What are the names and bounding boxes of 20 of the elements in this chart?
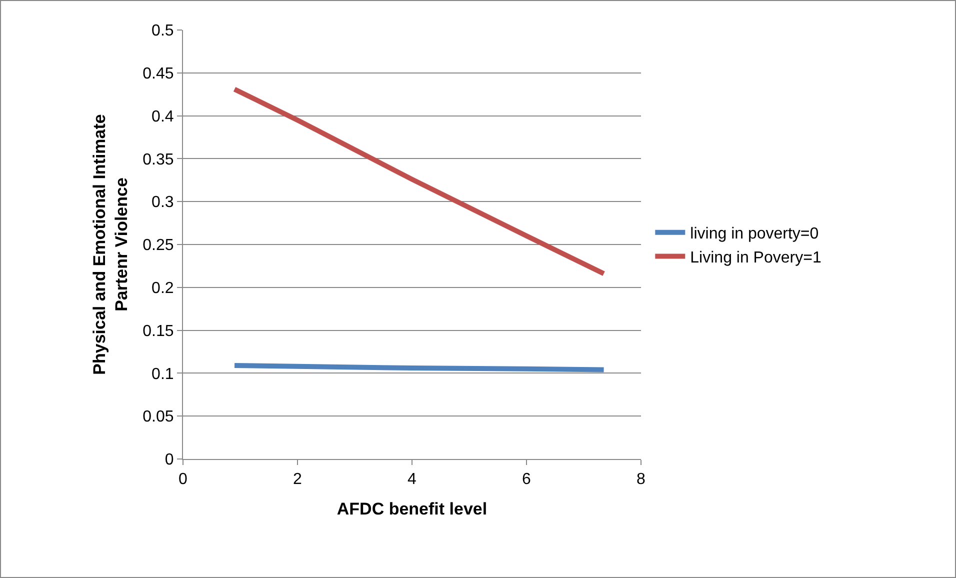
y-tick-label: 0.35: [142, 151, 174, 168]
x-axis-title: AFDC benefit level: [336, 500, 488, 519]
y-tick-label: 0.05: [142, 408, 174, 426]
x-tick-label: 0: [178, 471, 188, 488]
y-axis-title: Physical and Emotional Intimate Partenr Violence: [90, 114, 132, 375]
legend-label: Living in Povery=1: [690, 249, 822, 266]
y-tick-label: 0.1: [152, 366, 174, 383]
y-tick-label: 0: [164, 452, 174, 469]
legend-label: living in poverty=0: [690, 226, 819, 243]
x-tick-label: 4: [408, 471, 417, 488]
y-tick-label: 0.25: [142, 237, 174, 254]
x-tick-label: 6: [522, 471, 532, 488]
y-tick-label: 0.5: [152, 22, 174, 40]
x-tick-label: 8: [636, 471, 646, 488]
y-tick-label: 0.2: [152, 280, 174, 297]
x-tick-label: 2: [293, 471, 302, 488]
y-tick-label: 0.45: [142, 66, 174, 82]
y-tick-label: 0.3: [152, 194, 174, 212]
y-tick-label: 0.4: [152, 108, 174, 126]
y-tick-label: 0.15: [142, 322, 174, 340]
